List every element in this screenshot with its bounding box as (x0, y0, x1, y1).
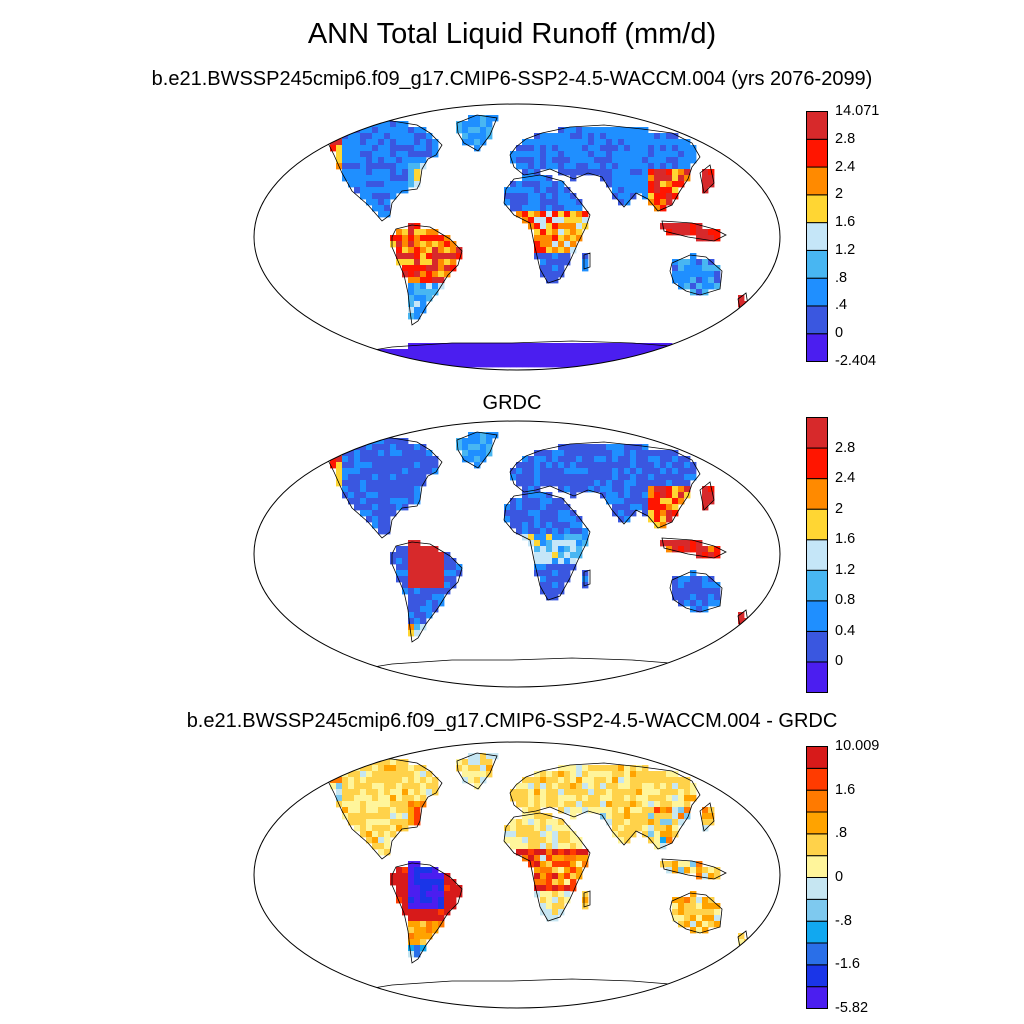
runoff-grid (323, 752, 751, 1008)
colorbar-swatches (806, 417, 828, 693)
colorbar-swatch (806, 194, 828, 224)
colorbar-tick-label: 0 (835, 869, 844, 885)
panel-2-subtitle: GRDC (482, 392, 542, 414)
colorbar-tick-label: 2.8 (835, 439, 856, 456)
colorbar-swatch (806, 986, 828, 1010)
colorbar-tick-label: .8 (835, 825, 848, 842)
colorbar-tick-label: -1.6 (835, 956, 860, 973)
panel-3-colorbar: -5.82 -1.6 -.8 0 .8 1.6 10.009 (806, 739, 886, 1015)
colorbar-tick-label: 2.4 (835, 158, 856, 175)
colorbar-swatch (806, 333, 828, 363)
colorbar-swatch (806, 855, 828, 878)
colorbar-swatch (806, 478, 828, 510)
colorbar-tick-label: 0.4 (835, 622, 856, 639)
colorbar-swatch (806, 746, 828, 769)
map-frame (253, 741, 781, 1009)
colorbar-swatch (806, 111, 828, 140)
colorbar-tick-label: 0 (835, 653, 844, 670)
panel-3-map-difference (253, 741, 781, 1009)
colorbar-tick-label: -2.404 (835, 353, 877, 369)
colorbar-tick-label: 14.071 (835, 103, 880, 119)
colorbar-swatch (806, 569, 828, 602)
colorbar-swatch (806, 222, 828, 251)
colorbar-tick-label: 1.2 (835, 241, 856, 258)
colorbar-swatch (806, 277, 828, 307)
colorbar-swatch (806, 600, 828, 632)
colorbar-tick-label: .8 (835, 269, 848, 286)
colorbar-swatch (806, 811, 828, 835)
panel-3-subtitle: b.e21.BWSSP245cmip6.f09_g17.CMIP6-SSP2-4… (186, 710, 838, 732)
panel-1-map-model (253, 103, 781, 371)
map-frame (253, 103, 781, 371)
colorbar-tick-label: 10.009 (835, 738, 880, 754)
colorbar-swatch (806, 833, 828, 857)
colorbar-swatch (806, 898, 828, 922)
colorbar-tick-label: -.8 (835, 912, 852, 929)
colorbar-swatch (806, 305, 828, 335)
colorbar-tick-label: -5.82 (835, 1000, 869, 1016)
colorbar-tick-label: 1.2 (835, 561, 856, 578)
map-frame (253, 420, 781, 688)
panel-2-map-grdc (253, 420, 781, 688)
colorbar-swatch (806, 877, 828, 900)
colorbar-tick-label: .4 (835, 297, 848, 314)
colorbar-swatch (806, 166, 828, 196)
colorbar-tick-label: 1.6 (835, 214, 856, 231)
colorbar-swatch (806, 508, 828, 541)
colorbar-tick-label: 0 (835, 325, 844, 342)
colorbar-tick-label: 2.4 (835, 470, 856, 487)
colorbar-swatches (806, 746, 828, 1010)
panel-1-colorbar: -2.404 0 .4 .8 1.2 1.6 2 2.4 2.8 14.071 (806, 104, 886, 368)
colorbar-swatch (806, 767, 828, 791)
runoff-grid (323, 431, 751, 687)
colorbar-tick-label: 2.8 (835, 130, 856, 147)
colorbar-swatches (806, 111, 828, 363)
runoff-grid (323, 114, 751, 370)
colorbar-swatch (806, 138, 828, 168)
colorbar-tick-label: 0.8 (835, 592, 856, 609)
colorbar-tick-label: 2 (835, 186, 844, 203)
colorbar-swatch (806, 920, 828, 944)
colorbar-swatch (806, 447, 828, 480)
colorbar-swatch (806, 417, 828, 449)
colorbar-swatch (806, 249, 828, 279)
figure-title: ANN Total Liquid Runoff (mm/d) (307, 18, 717, 50)
colorbar-swatch (806, 661, 828, 693)
colorbar-swatch (806, 539, 828, 571)
colorbar-tick-label: 1.6 (835, 531, 856, 548)
colorbar-swatch (806, 942, 828, 966)
colorbar-swatch (806, 964, 828, 988)
panel-2-colorbar: 0 0.4 0.8 1.2 1.6 2 2.4 2.8 (806, 417, 886, 693)
panel-1-subtitle: b.e21.BWSSP245cmip6.f09_g17.CMIP6-SSP2-4… (151, 68, 873, 90)
colorbar-swatch (806, 789, 828, 813)
colorbar-swatch (806, 630, 828, 663)
colorbar-tick-label: 2 (835, 500, 844, 517)
colorbar-tick-label: 1.6 (835, 781, 856, 798)
